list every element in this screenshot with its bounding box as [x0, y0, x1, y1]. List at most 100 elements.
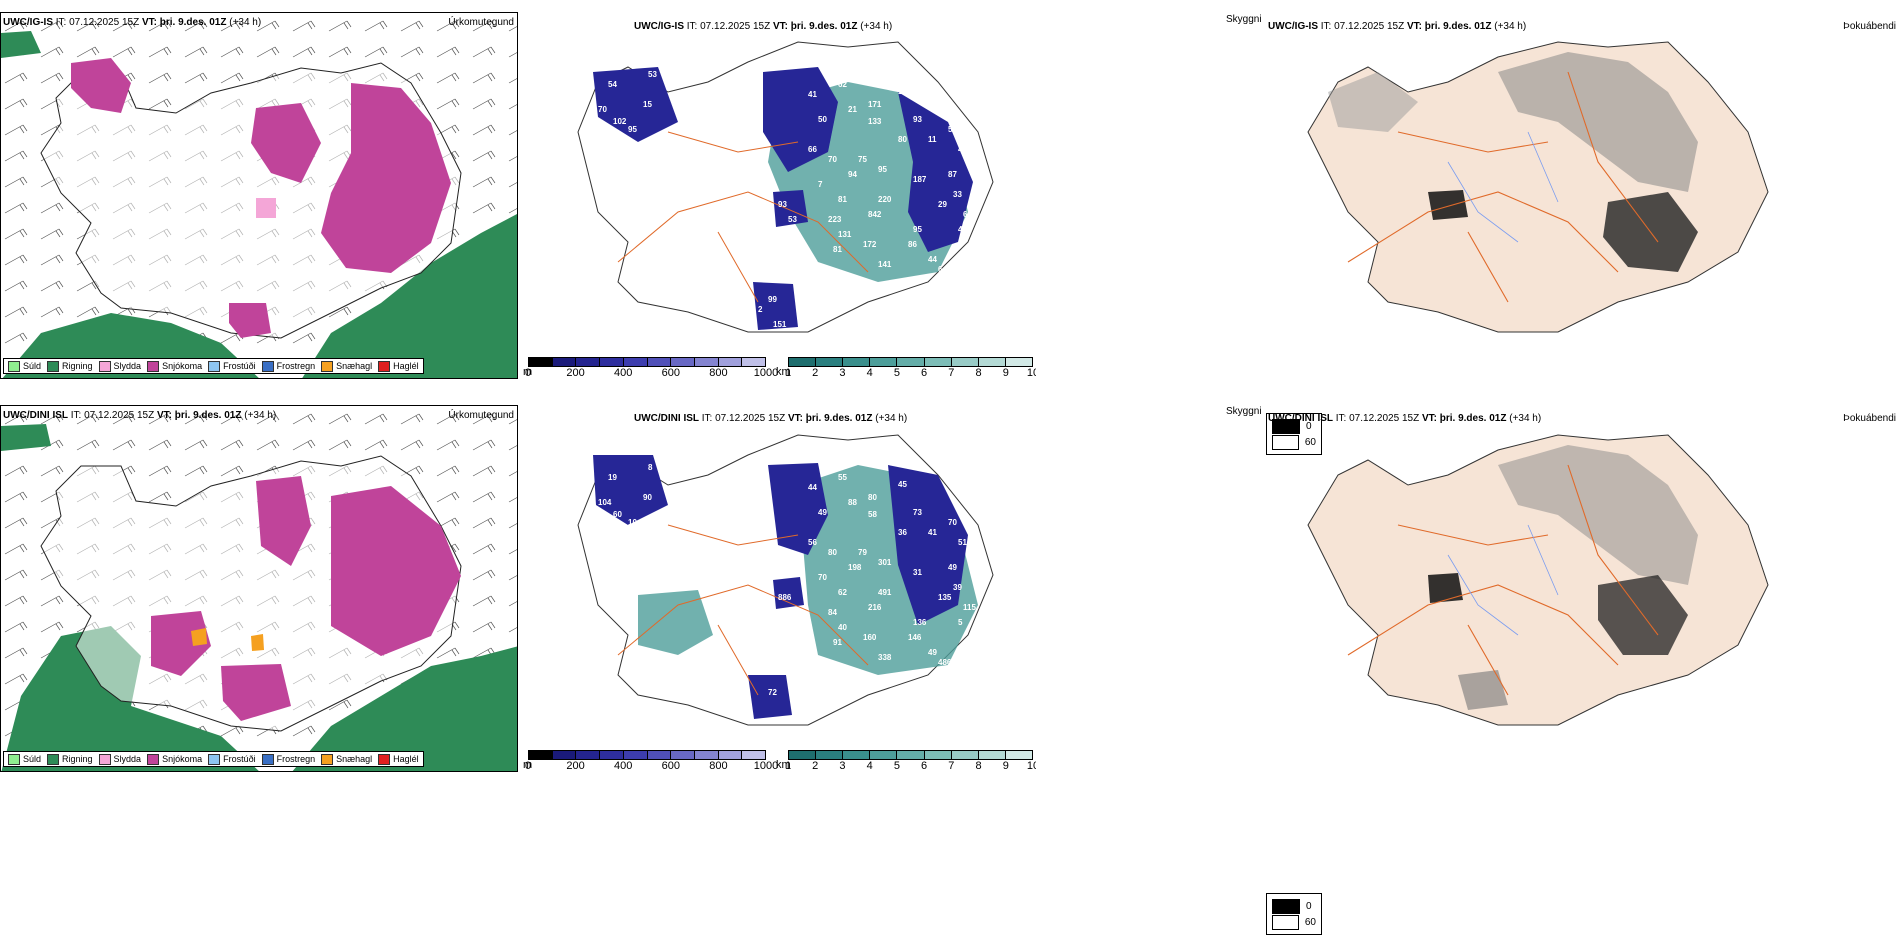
rain-area-se-b	[292, 646, 517, 771]
fog-map-top: UWC/IG-IS IT: 07.12.2025 15Z VT: þri. 9.…	[1268, 12, 1900, 379]
vis-value-label: 187	[913, 175, 927, 184]
colorbar-segment	[671, 751, 695, 759]
legend-swatch	[147, 360, 160, 372]
visibility-map-top: 54 70 102 15 95 53 41 62 21 171 119 50 133 93 66 80 11 54…	[518, 12, 1036, 379]
vis-value-label: 80	[868, 493, 877, 502]
colorbar-segment	[623, 751, 648, 759]
legend-swatch	[8, 360, 20, 372]
legend-swatch	[147, 753, 160, 765]
legend-item: Súld	[8, 753, 41, 765]
legend-label: Rigning	[62, 754, 93, 764]
header-top-vis: UWC/IG-IS IT: 07.12.2025 15Z VT: þri. 9.…	[634, 21, 893, 32]
colorbar-segment	[529, 751, 553, 759]
vis-value-label: 141	[878, 260, 892, 269]
vis-value-label: 842	[868, 210, 882, 219]
legend-swatch	[47, 360, 60, 372]
vis-value-label: 93	[778, 200, 787, 209]
colorbar-tick: 600	[661, 760, 680, 772]
fog-legend-top: 0 60	[1266, 413, 1322, 455]
vis-value-label: 7	[818, 180, 823, 189]
precip-title-top: Úrkomutegund	[448, 17, 514, 28]
legend-label: Snæhagl	[336, 754, 373, 764]
snow-area-nw	[71, 58, 131, 113]
vis-value-label: 79	[858, 548, 867, 557]
snow-area-north	[251, 103, 321, 183]
colorbar-segment	[647, 751, 672, 759]
legend-item: Slydda	[98, 753, 142, 765]
colorbar-segment	[529, 358, 553, 366]
vis-value-label: 70	[948, 518, 957, 527]
colorbar-m-top: 0 200 400 600 800 1000 m	[523, 357, 778, 379]
colorbar-m-ticks: 0 200 400 600 800 1000	[524, 760, 778, 772]
vis-value-label: 49	[948, 563, 957, 572]
colorbar-segment	[843, 358, 871, 366]
legend-label: Haglél	[393, 754, 419, 764]
colorbar-tick: 7	[948, 367, 955, 379]
vis-value-label: 75	[858, 155, 867, 164]
vis-blue-north-b	[768, 463, 828, 555]
vis-value-label: 45	[958, 145, 967, 154]
colorbar-segment	[897, 751, 925, 759]
vis-value-label: 94	[848, 170, 857, 179]
vis-value-label: 81	[833, 245, 842, 254]
colorbar-tick: 0	[524, 760, 532, 772]
legend-swatch	[261, 753, 274, 765]
fog-legend-bottom: 0 60	[1266, 893, 1322, 935]
vis-value-label: 49	[958, 225, 967, 234]
vis-value-label: 62	[838, 80, 847, 89]
fog-legend-label: 60	[1304, 436, 1316, 448]
colorbar-segment	[647, 358, 672, 366]
precip-type-map-top: UWC/IG-IS IT: 07.12.2025 15Z VT: þri. 9.…	[0, 12, 518, 379]
vis-value-label: 44	[808, 483, 817, 492]
colorbar-tick: 9	[1002, 367, 1009, 379]
colorbar-m-ticks: 0 200 400 600 800 1000	[524, 367, 778, 379]
fog-title-bottom: Þokuábendi	[1843, 413, 1896, 424]
legend-swatch	[321, 753, 334, 765]
vis-blue-center	[773, 190, 808, 227]
legend-item: Frostregn	[261, 753, 315, 765]
colorbar-m-unit: m	[523, 366, 533, 378]
colorbar-tick: 5	[893, 367, 900, 379]
vis-value-label: 36	[898, 528, 907, 537]
legend-label: Slydda	[113, 754, 142, 764]
legend-item: Frostúði	[208, 753, 256, 765]
header-bottom-vis: UWC/DINI ISL IT: 07.12.2025 15Z VT: þri.…	[634, 413, 908, 424]
fog-dark-center	[1428, 190, 1468, 220]
fog-legend-swatch	[1272, 418, 1300, 434]
fog-legend-label: 0	[1306, 420, 1312, 432]
colorbar-segment	[870, 751, 898, 759]
colorbar-segment	[978, 358, 1006, 366]
colorbar-segment	[924, 358, 952, 366]
vis-value-label: 34	[853, 285, 862, 294]
roads-vis-bottom	[617, 524, 869, 696]
roads-fog-bottom	[1347, 464, 1659, 696]
legend-item: Frostregn	[261, 360, 315, 372]
colorbar-tick: 8	[975, 367, 982, 379]
vis-value-label: 95	[913, 225, 922, 234]
vis-blue-center-b	[773, 577, 804, 609]
legend-item: Rigning	[47, 753, 93, 765]
vis-value-label: 50	[818, 115, 827, 124]
visibility-title-top: Skyggni	[1226, 14, 1262, 25]
colorbar-segment	[951, 358, 979, 366]
colorbar-tick: 800	[709, 760, 728, 772]
vis-value-label: 160	[863, 633, 877, 642]
colorbar-segment	[552, 358, 577, 366]
precip-type-map-bottom: UWC/DINI ISL IT: 07.12.2025 15Z VT: þri.…	[0, 405, 518, 772]
vis-value-label: 29	[938, 200, 947, 209]
header-top-fog: UWC/IG-IS IT: 07.12.2025 15Z VT: þri. 9.…	[1268, 21, 1527, 32]
vis-value-label: 33	[953, 190, 962, 199]
fog-legend-row: 0	[1272, 418, 1316, 434]
legend-label: Snæhagl	[336, 361, 373, 371]
visibility-title-bottom: Skyggni	[1226, 406, 1262, 417]
vis-value-label: 72	[768, 688, 777, 697]
fog-title-top: Þokuábendi	[1843, 21, 1896, 32]
visibility-map-bottom: 19 104 60 90 10 8 44 55 88 80 45 49 58 73 56 36 41 70 80 79…	[518, 405, 1036, 772]
colorbar-segment	[742, 358, 766, 366]
colorbar-tick: 9	[1002, 760, 1009, 772]
colorbar-segment	[576, 358, 601, 366]
vis-value-label: 338	[878, 653, 892, 662]
colorbar-tick: 0	[524, 367, 532, 379]
colorbar-segment	[1005, 358, 1032, 366]
